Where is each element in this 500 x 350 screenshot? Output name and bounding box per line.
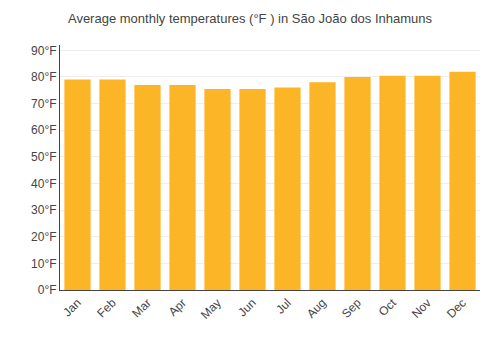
svg-text:Jul: Jul [273,296,294,317]
svg-text:30°F: 30°F [31,203,56,217]
svg-text:Jun: Jun [235,296,259,320]
svg-text:Apr: Apr [166,296,189,319]
svg-text:Mar: Mar [129,296,154,321]
svg-text:40°F: 40°F [31,177,56,191]
svg-text:20°F: 20°F [31,230,56,244]
svg-text:60°F: 60°F [31,123,56,137]
svg-text:May: May [198,296,224,322]
svg-text:90°F: 90°F [31,44,56,58]
svg-text:80°F: 80°F [31,70,56,84]
svg-text:Dec: Dec [444,296,469,321]
svg-text:Nov: Nov [409,296,434,321]
svg-text:Aug: Aug [304,296,329,321]
svg-text:Jan: Jan [60,296,84,320]
svg-text:50°F: 50°F [31,150,56,164]
svg-text:Sep: Sep [339,296,364,321]
svg-text:Average monthly temperatures (: Average monthly temperatures (°F ) in Sã… [68,11,433,26]
svg-text:Feb: Feb [94,296,119,321]
svg-text:10°F: 10°F [31,257,56,271]
svg-text:0°F: 0°F [38,283,57,297]
svg-text:Oct: Oct [376,295,400,319]
svg-text:70°F: 70°F [31,97,56,111]
